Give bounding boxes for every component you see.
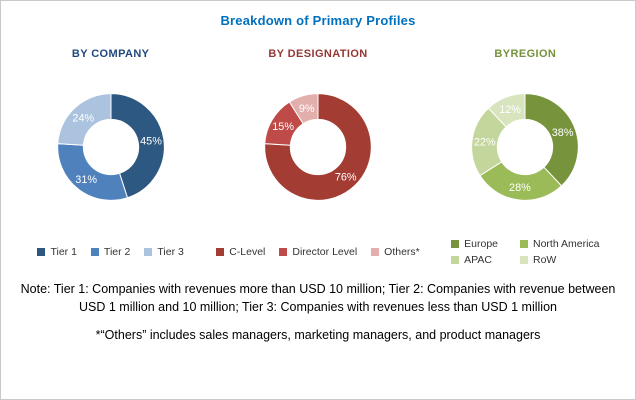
legend-swatch <box>90 248 99 256</box>
note-tiers: Note: Tier 1: Companies with revenues mo… <box>20 282 616 315</box>
chart-legend-region: Europe North America APAC RoW <box>451 238 600 266</box>
legend-label: Others* <box>384 246 420 258</box>
legend-label: C-Level <box>229 246 266 258</box>
legend-label: Tier 1 <box>50 246 77 258</box>
legend-label: Europe <box>464 238 498 250</box>
legend-item-europe: Europe <box>451 238 498 250</box>
legend-item-tier-1: Tier 1 <box>37 246 77 258</box>
charts-row: BY COMPANY 45% 31% 24% Tier 1 Tier 2 Tier 3 … <box>1 28 635 266</box>
legend-item-row: RoW <box>520 254 556 266</box>
legend-item-others-: Others* <box>371 246 420 258</box>
legend-swatch <box>37 248 46 256</box>
slice-label: 24% <box>72 112 94 124</box>
donut-segment-tier-1 <box>110 93 165 199</box>
chart-header-company: BY COMPANY <box>71 48 150 60</box>
slice-label: 45% <box>140 135 162 147</box>
legend-item-tier-2: Tier 2 <box>90 246 131 258</box>
legend-label: Tier 2 <box>103 246 131 258</box>
legend-label: APAC <box>464 254 492 266</box>
chart-header-region: BYREGION <box>494 48 557 60</box>
legend-swatch <box>371 248 380 256</box>
donut-segment-others- <box>288 93 319 125</box>
note-others: *“Others” includes sales managers, marke… <box>95 328 541 343</box>
legend-label: Director Level <box>292 246 358 258</box>
legend-swatch <box>279 248 288 256</box>
slice-label: 31% <box>75 174 97 186</box>
slice-label: 28% <box>509 182 531 194</box>
donut-chart-region: 38% 28% 22% 12% <box>471 93 580 201</box>
chart-by-designation: BY DESIGNATION 76% 15% 9% C-Level Director … <box>214 28 421 266</box>
chart-by-region: BYREGION 38% 28% 22% 12% Europe North Americ… <box>422 28 629 266</box>
legend-item-tier-3: Tier 3 <box>144 246 184 258</box>
legend-swatch <box>451 256 460 264</box>
donut-chart-designation: 76% 15% 9% <box>264 93 372 201</box>
footnotes: Note: Tier 1: Companies with revenues mo… <box>1 280 635 344</box>
donut-segment-c-level <box>264 93 372 201</box>
donut-segment-tier-3 <box>56 93 112 146</box>
legend-label: RoW <box>533 254 557 266</box>
legend-item-apac: APAC <box>451 254 492 266</box>
chart-legend-designation: C-Level Director Level Others* <box>216 238 420 266</box>
slice-label: 22% <box>474 137 496 149</box>
legend-swatch <box>520 256 528 264</box>
donut-segment-row <box>488 93 526 128</box>
donut-chart-company: 45% 31% 24% <box>56 93 165 201</box>
slice-label: 38% <box>552 127 574 139</box>
legend-label: North America <box>533 238 600 250</box>
chart-title: Breakdown of Primary Profiles <box>220 13 416 28</box>
legend-item-north-america: North America <box>520 238 600 250</box>
legend-swatch <box>520 240 528 248</box>
legend-item-c-level: C-Level <box>216 246 265 258</box>
chart-by-company: BY COMPANY 45% 31% 24% Tier 1 Tier 2 Tier 3 <box>7 28 214 266</box>
chart-legend-company: Tier 1 Tier 2 Tier 3 <box>37 238 184 266</box>
legend-swatch <box>451 240 460 248</box>
legend-label: Tier 3 <box>157 246 184 258</box>
slice-label: 9% <box>299 103 315 115</box>
legend-item-director-level: Director Level <box>279 246 357 258</box>
legend-swatch <box>216 248 225 256</box>
chart-header-designation: BY DESIGNATION <box>268 48 368 60</box>
donut-segment-europe <box>524 93 580 187</box>
slice-label: 76% <box>335 171 357 183</box>
slice-label: 15% <box>272 121 294 133</box>
donut-segment-tier-2 <box>56 143 128 201</box>
slice-label: 12% <box>500 104 522 116</box>
legend-swatch <box>144 248 153 256</box>
